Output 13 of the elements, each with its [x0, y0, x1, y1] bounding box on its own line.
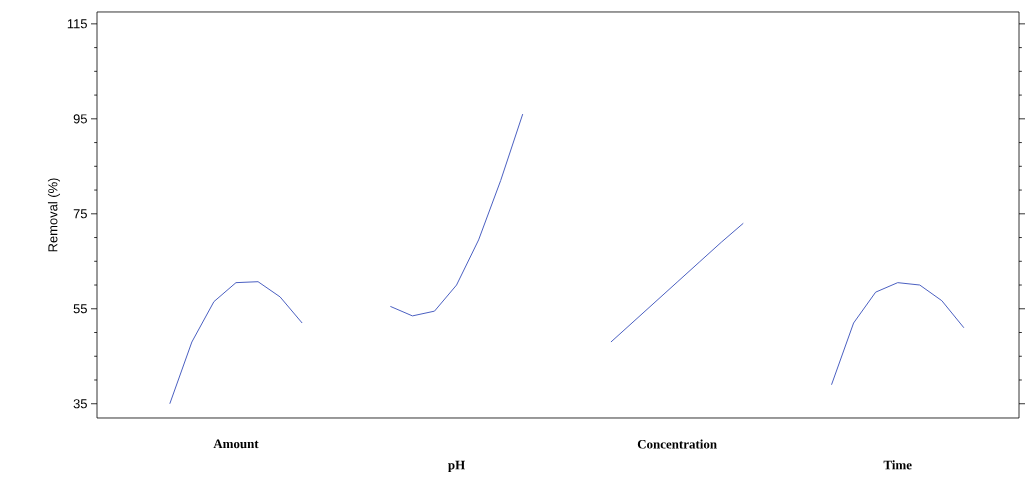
x-tick-label: Amount [213, 439, 259, 449]
y-tick-label: 115 [67, 19, 87, 29]
x-tick-label: pH [448, 460, 465, 473]
line-series [389, 113, 524, 317]
y-axis-title: Removal (%) [47, 178, 61, 252]
line-series [169, 281, 303, 405]
line-series [831, 282, 965, 386]
x-tick-label: Time [883, 460, 912, 470]
y-tick-label: 95 [73, 114, 87, 124]
y-tick-label: 75 [73, 209, 87, 219]
y-tick-label: 55 [73, 304, 87, 314]
y-tick-label: 35 [73, 399, 87, 409]
x-tick-label: Concentration [637, 439, 717, 449]
